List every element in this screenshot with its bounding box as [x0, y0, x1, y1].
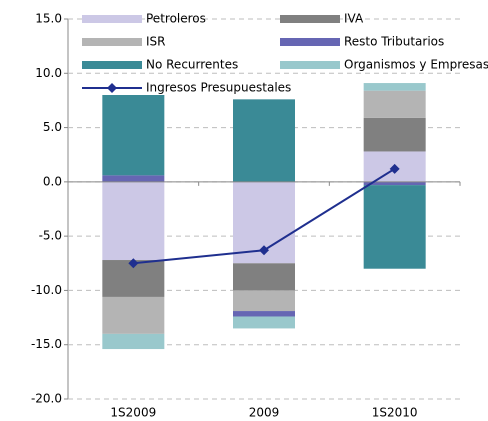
bar-segment — [233, 316, 295, 329]
y-tick-label: -5.0 — [39, 229, 62, 243]
bar-segment — [102, 95, 165, 176]
y-tick-label: 0.0 — [43, 174, 62, 188]
legend-swatch — [82, 61, 142, 69]
y-tick-label: -15.0 — [31, 337, 62, 351]
legend-swatch — [280, 15, 340, 23]
y-tick-label: 15.0 — [35, 12, 62, 26]
bar-segment — [233, 311, 295, 317]
bar-segment — [363, 181, 426, 186]
legend-label: Ingresos Presupuestales — [146, 81, 291, 95]
x-tick-label: 1S2010 — [372, 406, 418, 420]
x-tick-label: 2009 — [249, 406, 280, 420]
legend-label: Resto Tributarios — [344, 35, 444, 49]
bar-segment — [102, 333, 165, 350]
legend-marker — [107, 83, 117, 93]
legend-swatch — [82, 15, 142, 23]
legend-swatch — [280, 38, 340, 46]
line-marker — [389, 163, 400, 174]
bar-segment — [102, 175, 165, 182]
bar-segment — [363, 117, 426, 152]
y-tick-label: -20.0 — [31, 392, 62, 406]
y-tick-label: 5.0 — [43, 120, 62, 134]
legend-label: ISR — [146, 35, 166, 49]
legend-label: IVA — [344, 12, 364, 26]
bar-segment — [233, 290, 295, 312]
line-marker — [259, 245, 269, 256]
legend-label: Organismos y Empresas — [344, 58, 488, 72]
line-marker — [128, 258, 139, 269]
y-tick-label: 10.0 — [35, 66, 62, 80]
legend-swatch — [82, 38, 142, 46]
y-tick-label: -10.0 — [31, 283, 62, 297]
bar-segment — [102, 181, 165, 261]
bar-segment — [363, 90, 426, 118]
bar-segment — [102, 296, 165, 334]
bar-segment — [233, 263, 295, 291]
x-tick-label: 1S2009 — [110, 406, 156, 420]
legend-label: Petroleros — [146, 12, 206, 26]
bar-segment — [233, 99, 295, 182]
bar-segment — [363, 83, 426, 91]
legend-label: No Recurrentes — [146, 58, 238, 72]
legend-swatch — [280, 61, 340, 69]
bar-segment — [363, 185, 426, 269]
